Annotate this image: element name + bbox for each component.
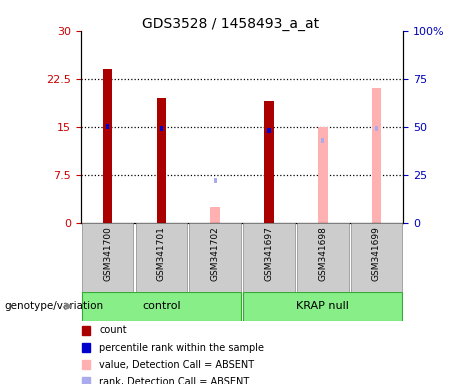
Text: GSM341700: GSM341700: [103, 226, 112, 281]
Bar: [106, 124, 109, 129]
Text: KRAP null: KRAP null: [296, 301, 349, 311]
Text: percentile rank within the sample: percentile rank within the sample: [99, 343, 264, 353]
Bar: [213, 178, 217, 183]
Bar: [375, 126, 378, 131]
Bar: [321, 137, 324, 143]
Bar: [243, 292, 402, 321]
Bar: [82, 326, 90, 335]
Bar: [156, 98, 166, 223]
Bar: [82, 223, 133, 292]
Text: count: count: [99, 325, 127, 335]
Bar: [103, 69, 112, 223]
Bar: [372, 88, 381, 223]
Bar: [243, 223, 295, 292]
Text: genotype/variation: genotype/variation: [5, 301, 104, 311]
Bar: [82, 377, 90, 384]
Bar: [297, 223, 349, 292]
Text: rank, Detection Call = ABSENT: rank, Detection Call = ABSENT: [99, 377, 249, 384]
Text: control: control: [142, 301, 181, 311]
Bar: [375, 126, 378, 131]
Bar: [136, 223, 187, 292]
Bar: [160, 126, 163, 131]
Bar: [267, 128, 271, 133]
Bar: [210, 207, 220, 223]
Bar: [351, 223, 402, 292]
Bar: [318, 127, 327, 223]
Text: value, Detection Call = ABSENT: value, Detection Call = ABSENT: [99, 360, 254, 370]
Bar: [189, 223, 241, 292]
Text: GDS3528 / 1458493_a_at: GDS3528 / 1458493_a_at: [142, 17, 319, 31]
Text: GSM341697: GSM341697: [265, 226, 273, 281]
Text: GSM341702: GSM341702: [211, 226, 219, 281]
Bar: [82, 343, 90, 352]
Bar: [264, 101, 274, 223]
Bar: [82, 360, 90, 369]
Text: GSM341699: GSM341699: [372, 226, 381, 281]
Text: GSM341698: GSM341698: [318, 226, 327, 281]
Bar: [82, 292, 241, 321]
Text: GSM341701: GSM341701: [157, 226, 166, 281]
